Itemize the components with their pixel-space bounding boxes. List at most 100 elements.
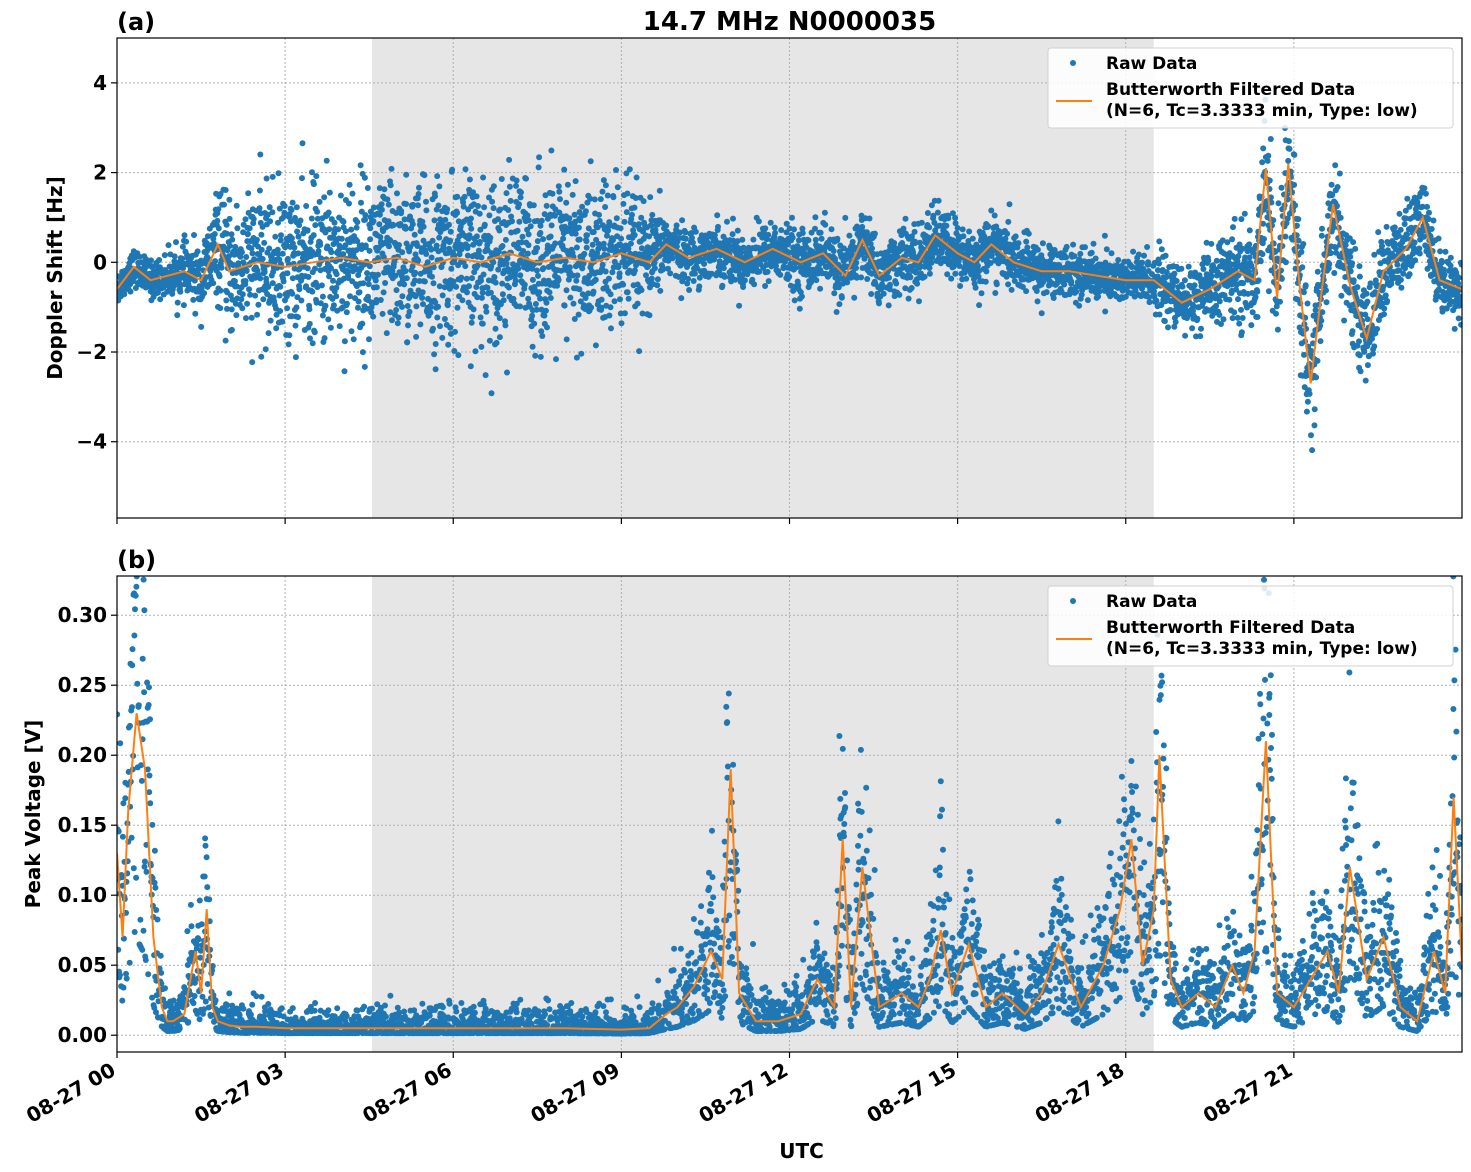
raw-data-point <box>767 219 774 226</box>
raw-data-point <box>1101 232 1108 239</box>
raw-data-point <box>295 250 302 257</box>
raw-data-point <box>569 191 576 198</box>
raw-data-point <box>858 274 865 281</box>
raw-data-point <box>366 336 372 343</box>
raw-data-point <box>509 218 515 225</box>
raw-data-point <box>488 390 495 397</box>
raw-data-point <box>462 263 469 270</box>
raw-data-point <box>532 352 539 359</box>
raw-data-point <box>851 294 858 301</box>
raw-data-point <box>169 290 176 297</box>
raw-data-point <box>548 222 555 229</box>
raw-data-point <box>265 283 272 290</box>
raw-data-point <box>297 217 304 224</box>
raw-data-point <box>484 284 491 291</box>
raw-data-point <box>607 304 614 311</box>
raw-data-point <box>949 210 956 217</box>
raw-data-point <box>614 184 621 191</box>
raw-data-point <box>366 263 373 270</box>
raw-data-point <box>544 242 551 249</box>
raw-data-point <box>538 328 545 335</box>
raw-data-point <box>232 243 239 250</box>
raw-data-point <box>588 304 595 311</box>
raw-data-point <box>525 242 532 249</box>
raw-data-point <box>254 311 261 318</box>
raw-data-point <box>1235 296 1241 303</box>
raw-data-point <box>1285 157 1292 164</box>
raw-data-point <box>1238 306 1244 313</box>
raw-data-point <box>590 288 597 295</box>
raw-data-point <box>835 284 842 291</box>
raw-data-point <box>1352 245 1359 252</box>
raw-data-point <box>583 238 590 245</box>
raw-data-point <box>573 277 580 284</box>
raw-data-point <box>250 216 257 222</box>
raw-data-point <box>253 236 260 243</box>
raw-data-point <box>555 276 562 283</box>
raw-data-point <box>508 213 515 220</box>
raw-data-point <box>277 237 284 244</box>
raw-data-point <box>464 252 471 259</box>
raw-data-point <box>1277 298 1283 305</box>
raw-data-point <box>571 316 578 322</box>
raw-data-point <box>529 312 536 319</box>
raw-data-point <box>566 215 573 222</box>
raw-data-point <box>833 309 840 315</box>
raw-data-point <box>596 211 602 218</box>
raw-data-point <box>978 290 985 297</box>
raw-data-point <box>549 261 556 268</box>
raw-data-point <box>1025 230 1032 237</box>
raw-data-point <box>537 229 544 236</box>
raw-data-point <box>132 285 139 291</box>
raw-data-point <box>466 176 473 183</box>
raw-data-point <box>696 283 703 290</box>
raw-data-point <box>215 225 222 232</box>
raw-data-point <box>476 238 483 245</box>
raw-data-point <box>239 291 246 298</box>
raw-data-point <box>1179 283 1186 290</box>
raw-data-point <box>1362 377 1369 384</box>
raw-data-point <box>433 242 440 249</box>
raw-data-point <box>1239 315 1246 321</box>
raw-data-point <box>1384 297 1391 304</box>
raw-data-point <box>430 280 437 287</box>
raw-data-point <box>406 308 413 315</box>
raw-data-point <box>493 339 500 346</box>
raw-data-point <box>312 265 318 272</box>
raw-data-point <box>854 223 860 230</box>
raw-data-point <box>1178 265 1185 272</box>
raw-data-point <box>1381 305 1388 312</box>
raw-data-point <box>490 259 497 266</box>
raw-data-point <box>567 294 574 301</box>
raw-data-point <box>974 262 981 269</box>
raw-data-point <box>244 230 251 237</box>
raw-data-point <box>812 214 819 221</box>
raw-data-point <box>326 226 333 233</box>
raw-data-point <box>891 240 898 246</box>
raw-data-point <box>506 156 513 163</box>
raw-data-point <box>761 241 768 248</box>
raw-data-point <box>346 181 353 188</box>
raw-data-point <box>633 174 640 181</box>
raw-data-point <box>287 218 294 225</box>
raw-data-point <box>1146 299 1153 306</box>
raw-data-point <box>1034 298 1041 305</box>
raw-data-point <box>277 283 284 290</box>
raw-data-point <box>316 198 323 205</box>
raw-data-point <box>739 236 746 243</box>
raw-data-point <box>1088 249 1095 256</box>
raw-data-point <box>1312 307 1319 314</box>
raw-data-point <box>181 232 188 239</box>
raw-data-point <box>223 297 230 304</box>
raw-data-point <box>404 339 411 346</box>
raw-data-point <box>217 305 224 312</box>
raw-data-point <box>376 185 383 192</box>
raw-data-point <box>597 196 604 203</box>
raw-data-point <box>533 267 540 274</box>
raw-data-point <box>397 221 404 227</box>
raw-data-point <box>714 212 721 219</box>
raw-data-point <box>291 244 298 251</box>
raw-data-point <box>472 348 479 355</box>
raw-data-point <box>403 201 410 207</box>
raw-data-point <box>896 291 903 298</box>
